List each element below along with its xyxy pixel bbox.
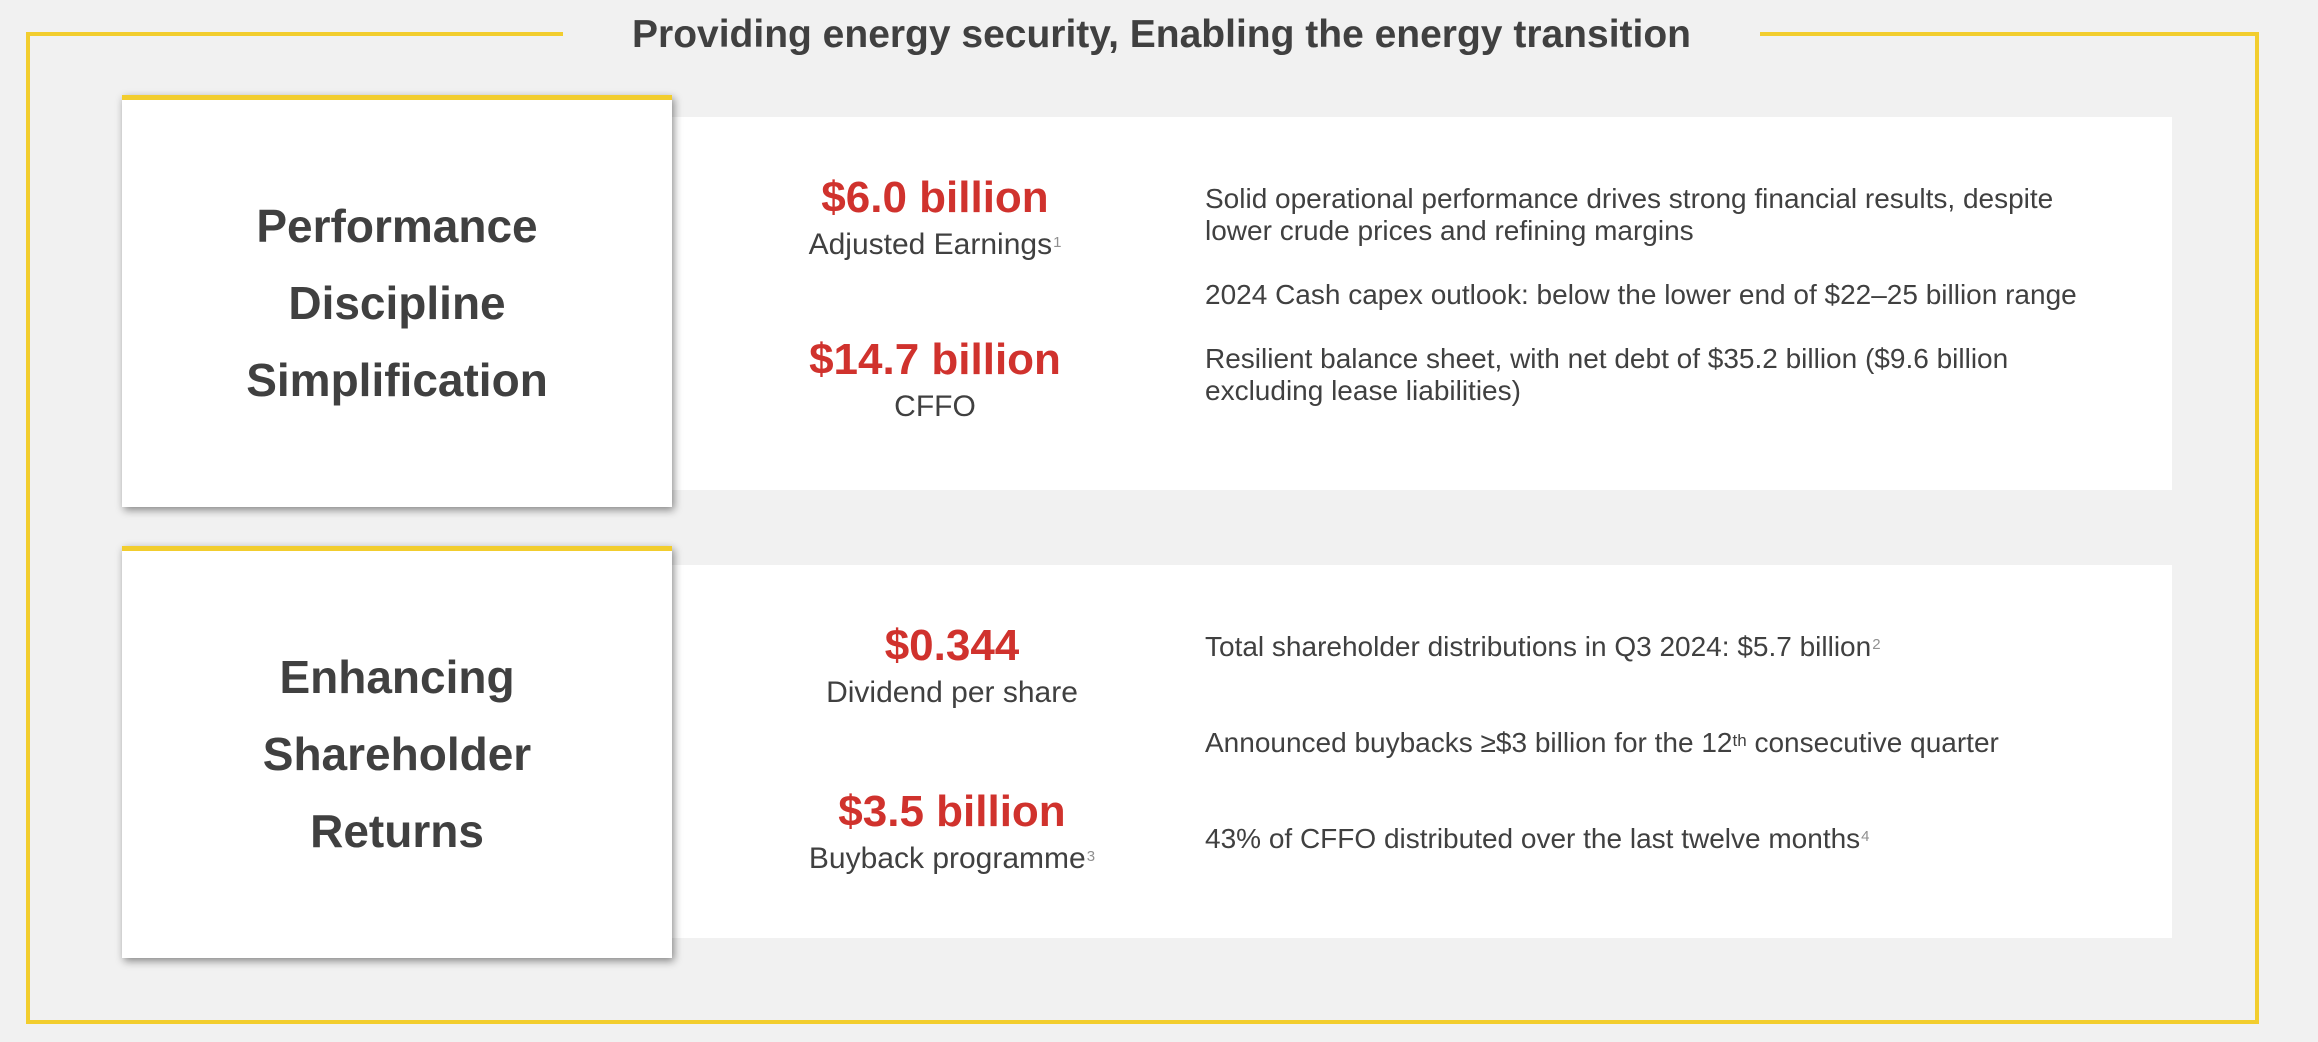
card-line: Returns: [310, 805, 484, 857]
slide-frame: [26, 34, 2259, 1024]
metric-adjusted-earnings: $6.0 billion Adjusted Earnings1: [755, 171, 1115, 265]
bullet-cffo-distributed: 43% of CFFO distributed over the last tw…: [1205, 823, 1870, 854]
bullet-operational-performance: Solid operational performance drives str…: [1205, 183, 2054, 246]
card-line: Enhancing: [279, 651, 515, 703]
metric-cffo: $14.7 billion CFFO: [755, 333, 1115, 427]
metric-label: Buyback programme3: [808, 842, 1096, 875]
slide-title: Providing energy security, Enabling the …: [632, 13, 1691, 56]
metric-label: CFFO: [894, 390, 976, 423]
bullet-buybacks: Announced buybacks ≥$3 billion for the 1…: [1205, 727, 1999, 758]
section-1-card: Performance Discipline Simplification: [122, 95, 672, 507]
metric-buyback-programme: $3.5 billion Buyback programme3: [772, 785, 1132, 879]
metric-value: $14.7 billion: [809, 335, 1061, 384]
section-1-panel: [670, 117, 2172, 490]
card-line: Shareholder: [262, 728, 532, 780]
card-line: Simplification: [246, 354, 548, 406]
footnote-marker: 3: [1086, 848, 1096, 865]
section-2-panel: [670, 565, 2172, 938]
metric-value: $6.0 billion: [821, 173, 1049, 222]
ordinal-suffix: th: [1732, 731, 1747, 750]
footnote-marker: 2: [1872, 636, 1881, 653]
frame-top-left-line: [26, 32, 563, 36]
metric-dividend-per-share: $0.344 Dividend per share: [772, 619, 1132, 713]
card-line: Discipline: [288, 277, 506, 329]
frame-top-right-line: [1760, 32, 2259, 36]
metric-label: Dividend per share: [826, 676, 1078, 709]
footnote-marker: 4: [1861, 828, 1870, 845]
card-line: Performance: [256, 200, 538, 252]
metric-value: $3.5 billion: [838, 787, 1066, 836]
bullet-capex-outlook: 2024 Cash capex outlook: below the lower…: [1205, 279, 2077, 310]
section-2-card: Enhancing Shareholder Returns: [122, 546, 672, 958]
metric-value: $0.344: [884, 621, 1020, 670]
bullet-shareholder-distributions: Total shareholder distributions in Q3 20…: [1205, 631, 1881, 662]
bullet-balance-sheet: Resilient balance sheet, with net debt o…: [1205, 343, 2009, 406]
footnote-marker: 1: [1053, 234, 1062, 251]
metric-label: Adjusted Earnings1: [808, 228, 1062, 261]
